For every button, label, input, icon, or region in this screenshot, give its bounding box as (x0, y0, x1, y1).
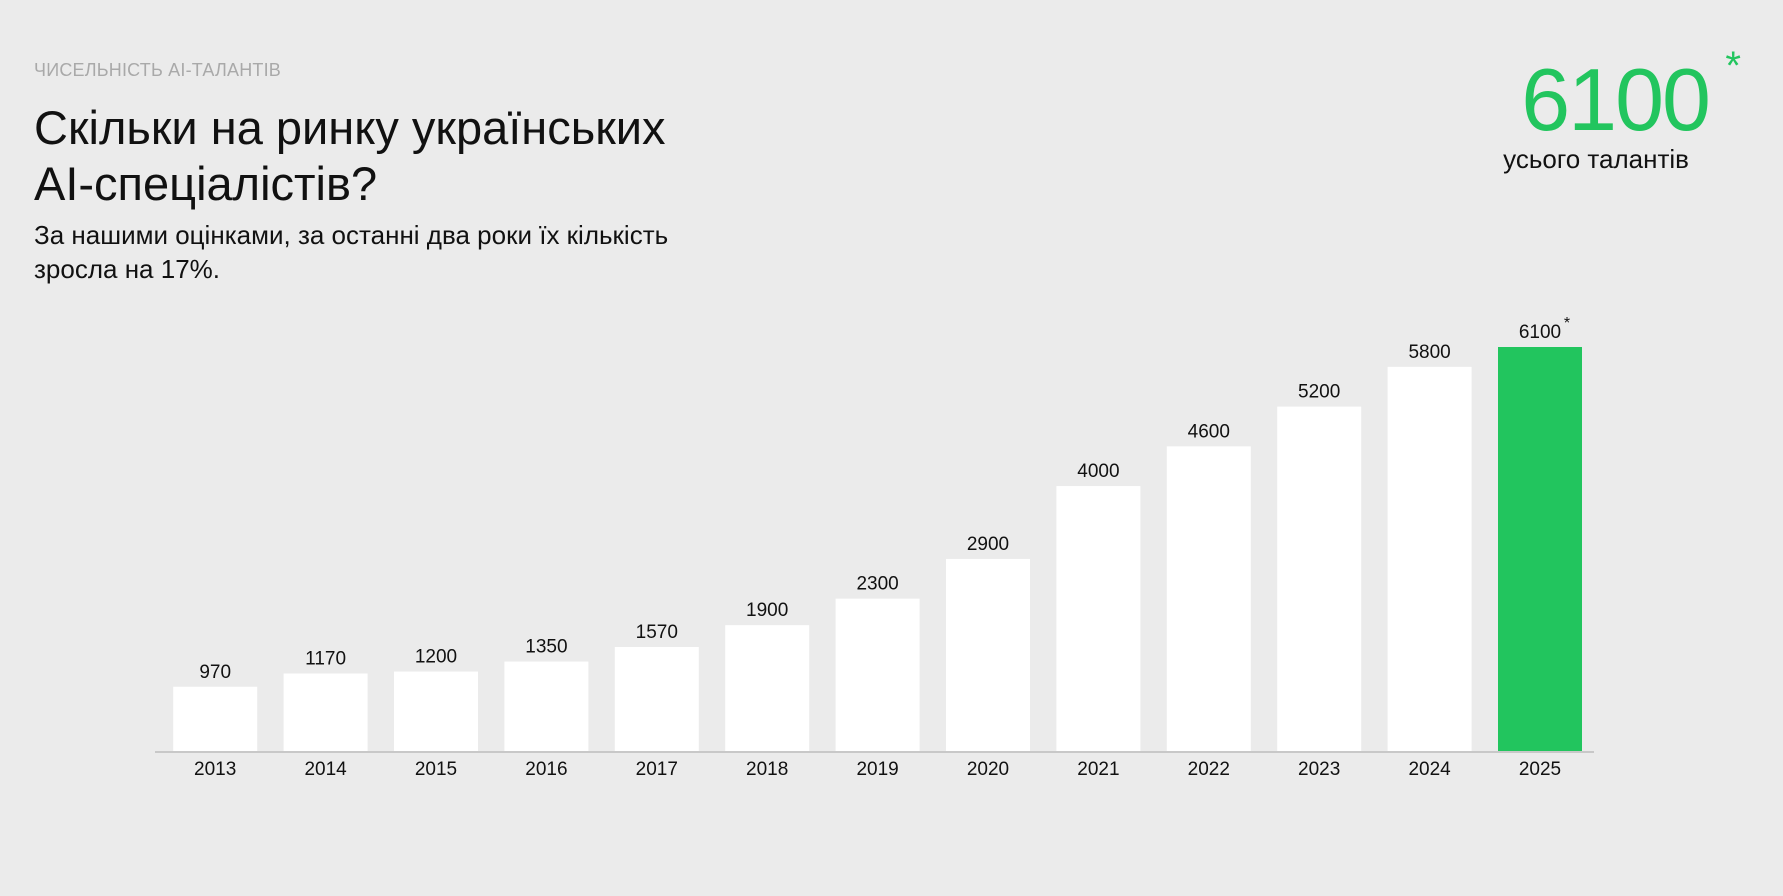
bar-value-label-2024: 5800 (1408, 342, 1450, 363)
highlight-asterisk: * (1564, 315, 1570, 332)
x-tick-label-2018: 2018 (746, 759, 788, 780)
bar-2020 (946, 558, 1030, 751)
bar-value-label-2016: 1350 (525, 637, 567, 658)
kpi-value-wrap: 6100 * (1521, 46, 1741, 149)
title-line-2: AI-спеціалістів? (34, 157, 378, 210)
eyebrow-label: ЧИСЕЛЬНІСТЬ AI-ТАЛАНТІВ (34, 60, 281, 80)
bar-2016 (504, 661, 589, 751)
subtitle-line-2: зросла на 17%. (34, 254, 220, 284)
x-tick-label-2013: 2013 (194, 759, 236, 780)
kpi-label: усього талантів (1503, 144, 1689, 174)
bar-2019 (835, 598, 920, 751)
page-title: Скільки на ринку українських AI-спеціалі… (34, 100, 934, 212)
x-tick-label-2014: 2014 (304, 759, 347, 780)
x-tick-label-2017: 2017 (636, 759, 678, 780)
x-tick-label-2019: 2019 (856, 759, 898, 780)
subtitle: За нашими оцінками, за останні два роки … (34, 218, 794, 286)
kpi-value: 6100 (1521, 50, 1711, 149)
bar-2022 (1166, 446, 1251, 751)
bar-value-label-2022: 4600 (1188, 421, 1230, 442)
x-tick-label-2023: 2023 (1298, 759, 1340, 780)
kpi-asterisk: * (1725, 44, 1741, 88)
bar-2018 (725, 625, 810, 751)
kpi-total: 6100 * усього талантів (1449, 46, 1741, 175)
bar-2024 (1387, 366, 1472, 751)
bar-2014 (283, 673, 368, 751)
bar-value-label-2019: 2300 (856, 574, 898, 595)
x-tick-label-2022: 2022 (1188, 759, 1230, 780)
bar-value-label-2023: 5200 (1298, 382, 1340, 403)
bar-2025 (1498, 347, 1582, 751)
bar-value-label-2021: 4000 (1077, 461, 1119, 482)
x-tick-label-2020: 2020 (967, 759, 1009, 780)
bar-value-label-2015: 1200 (415, 647, 457, 668)
bar-value-label-2017: 1570 (636, 622, 678, 643)
bar-value-label-2014: 1170 (305, 649, 346, 670)
bar-2021 (1056, 486, 1141, 751)
bar-2017 (614, 647, 699, 751)
x-tick-label-2015: 2015 (415, 759, 457, 780)
x-tick-label-2024: 2024 (1408, 759, 1451, 780)
bar-value-label-2018: 1900 (746, 600, 788, 621)
bar-2013 (173, 686, 258, 751)
bar-value-label-2025: 6100 (1519, 322, 1561, 343)
bar-value-label-2013: 970 (199, 662, 231, 683)
x-tick-label-2021: 2021 (1077, 759, 1119, 780)
x-tick-label-2025: 2025 (1519, 759, 1561, 780)
x-tick-label-2016: 2016 (525, 759, 567, 780)
title-line-1: Скільки на ринку українських (34, 101, 666, 154)
subtitle-line-1: За нашими оцінками, за останні два роки … (34, 220, 669, 250)
bar-value-label-2020: 2900 (967, 534, 1009, 555)
bar-2015 (394, 671, 478, 751)
bar-2023 (1277, 406, 1362, 751)
